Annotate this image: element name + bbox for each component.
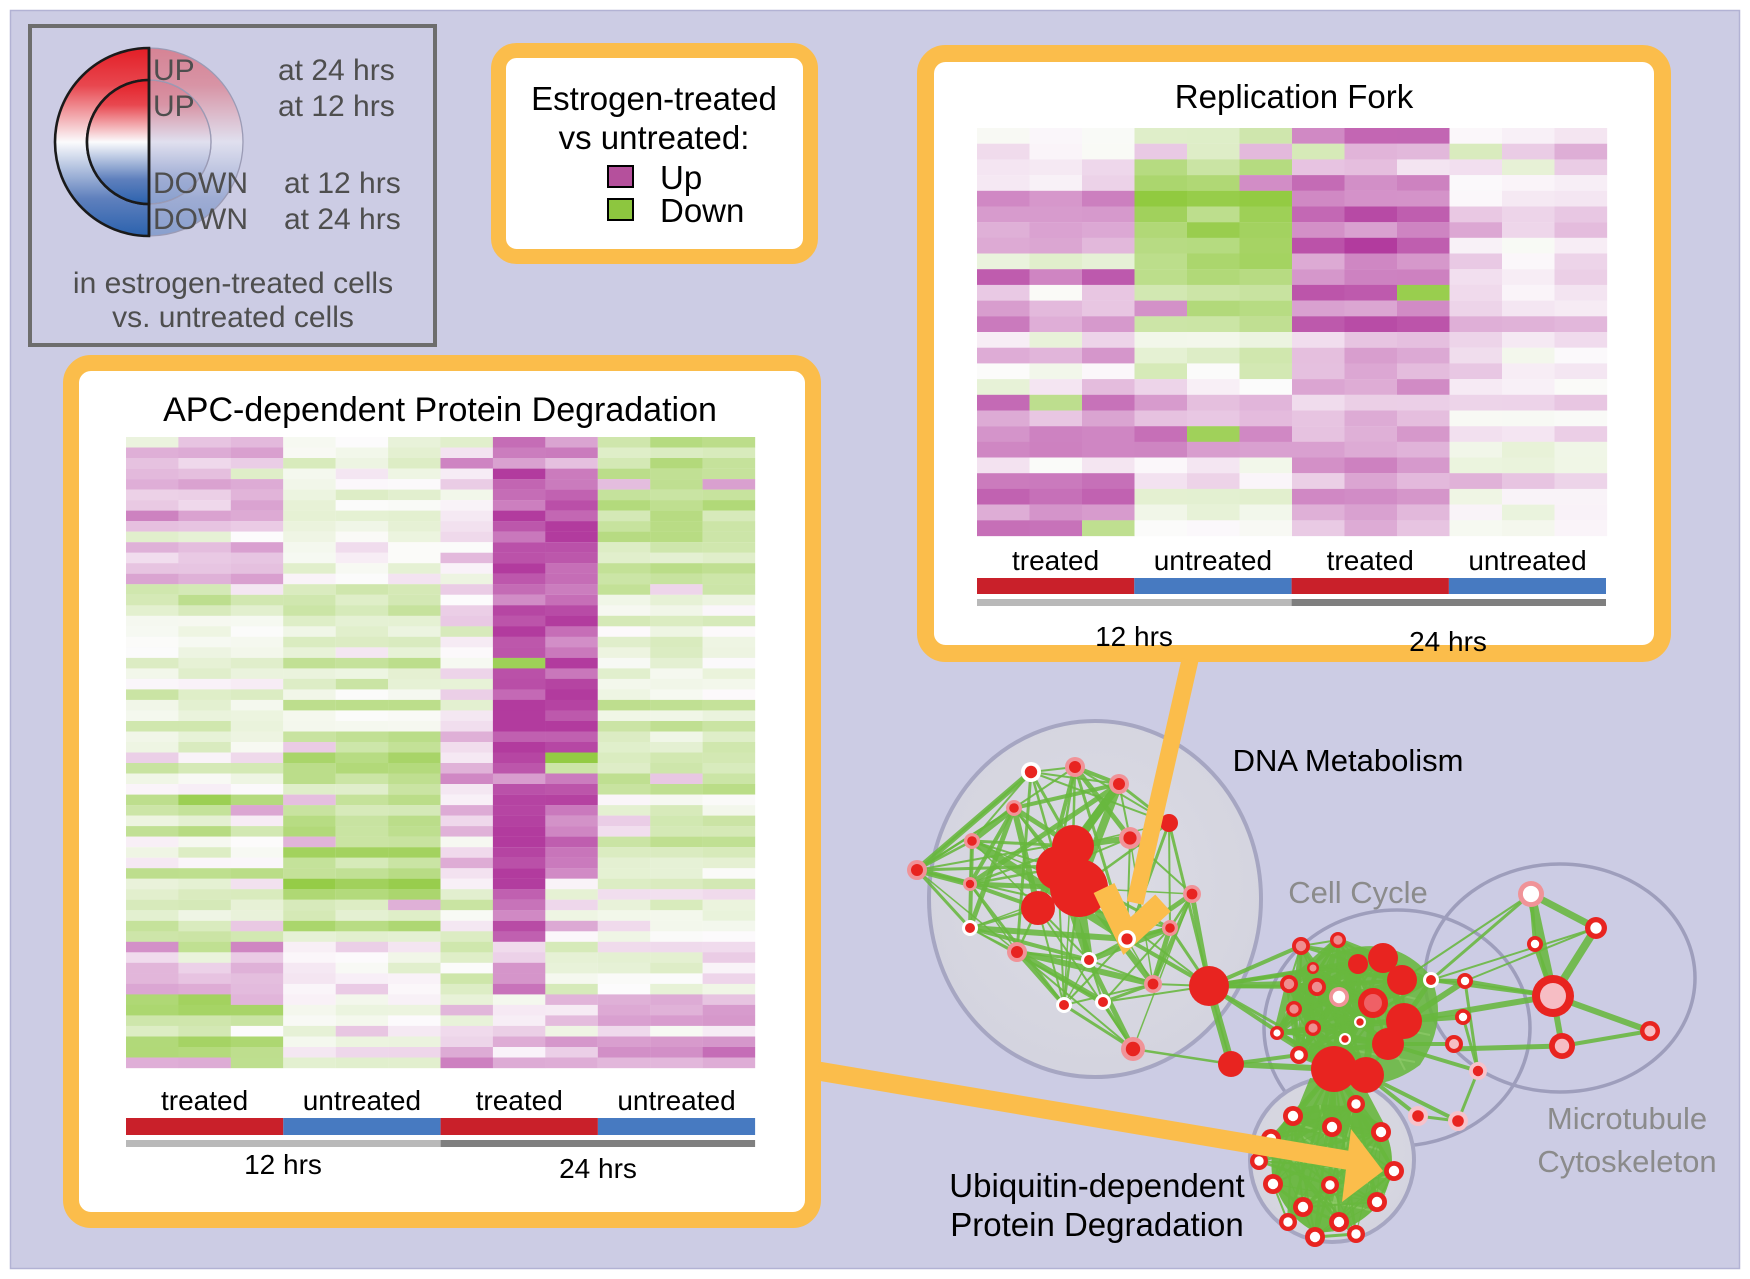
svg-text:in estrogen-treated cells: in estrogen-treated cells [73,267,393,300]
svg-text:Estrogen-treated: Estrogen-treated [531,80,777,117]
svg-text:24 hrs: 24 hrs [559,1153,637,1184]
svg-text:Up: Up [660,159,702,196]
svg-text:Replication Fork: Replication Fork [1175,78,1414,115]
svg-text:DNA Metabolism: DNA Metabolism [1233,743,1464,778]
svg-text:untreated: untreated [1154,545,1272,576]
svg-text:treated: treated [1012,545,1099,576]
svg-text:DOWN: DOWN [153,203,248,236]
svg-text:vs. untreated cells: vs. untreated cells [112,301,354,334]
svg-text:12 hrs: 12 hrs [244,1149,322,1180]
svg-text:Cell Cycle: Cell Cycle [1288,875,1428,910]
svg-text:treated: treated [161,1085,248,1116]
svg-text:12 hrs: 12 hrs [1095,621,1173,652]
svg-text:untreated: untreated [617,1085,735,1116]
svg-text:Ubiquitin-dependent: Ubiquitin-dependent [949,1167,1244,1204]
svg-text:DOWN: DOWN [153,167,248,200]
svg-text:at 12 hrs: at 12 hrs [278,90,395,123]
svg-text:at 12 hrs: at 12 hrs [284,167,401,200]
svg-text:24 hrs: 24 hrs [1409,626,1487,657]
svg-text:treated: treated [476,1085,563,1116]
svg-text:at 24 hrs: at 24 hrs [284,203,401,236]
svg-text:APC-dependent Protein Degradat: APC-dependent Protein Degradation [163,391,717,429]
svg-text:vs untreated:: vs untreated: [559,119,750,156]
svg-text:Down: Down [660,192,744,229]
svg-text:treated: treated [1327,545,1414,576]
svg-text:Microtubule: Microtubule [1547,1101,1707,1136]
svg-text:at 24 hrs: at 24 hrs [278,54,395,87]
svg-text:untreated: untreated [303,1085,421,1116]
svg-text:untreated: untreated [1468,545,1586,576]
svg-text:UP: UP [153,90,195,123]
svg-text:Cytoskeleton: Cytoskeleton [1537,1144,1716,1179]
svg-text:Protein Degradation: Protein Degradation [950,1206,1244,1243]
svg-text:UP: UP [153,54,195,87]
